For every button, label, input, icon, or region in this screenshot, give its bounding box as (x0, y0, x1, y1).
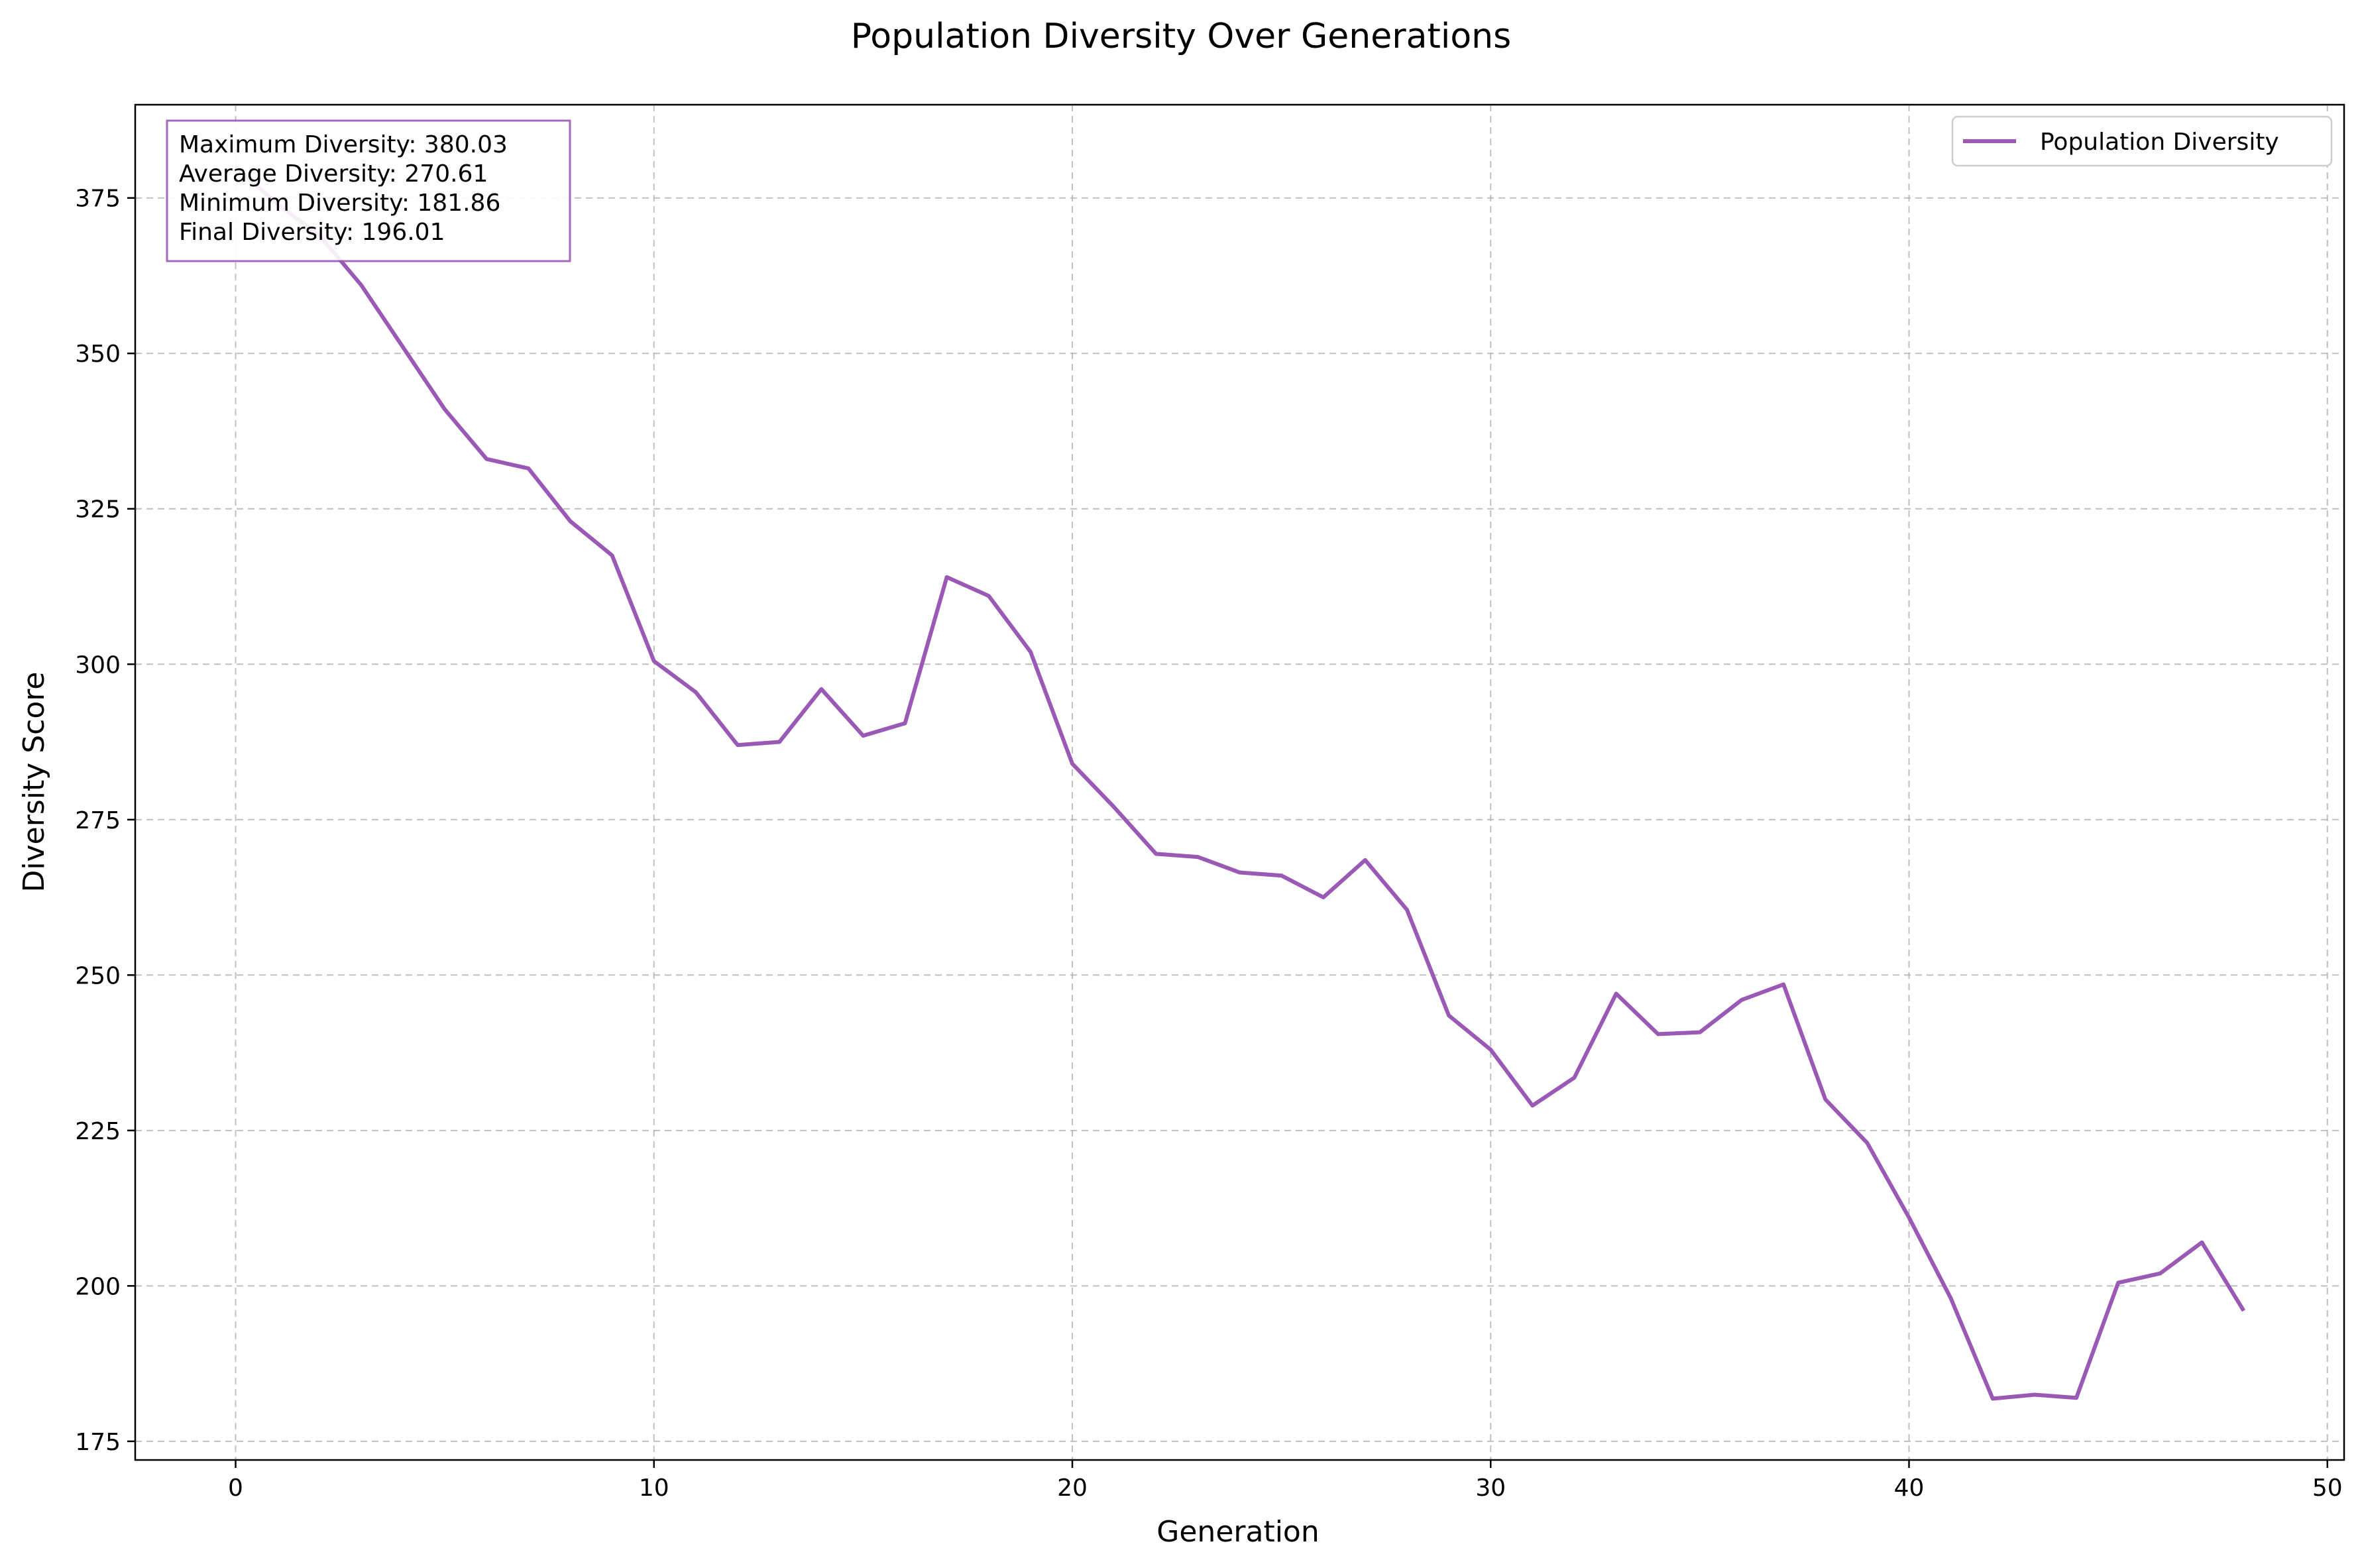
ticks: 0 10 20 30 40 50 175 200 225 250 275 300 325 350 375 (75, 186, 2342, 1502)
y-tick-label: 175 (75, 1429, 121, 1456)
legend-entry-population-diversity: Population Diversity (2040, 129, 2279, 156)
stats-box-frame (166, 119, 571, 262)
y-tick-label: 200 (75, 1273, 121, 1300)
y-tick-label: 250 (75, 962, 121, 989)
x-tick-label: 10 (639, 1475, 669, 1502)
y-tick-label: 350 (75, 341, 121, 368)
stat-max: Maximum Diversity: 380.03 (179, 131, 508, 158)
y-tick-label: 325 (75, 496, 121, 524)
y-tick-label: 225 (75, 1118, 121, 1145)
plot-frame (134, 103, 2345, 1461)
stats-box: Maximum Diversity: 380.03 Average Divers… (166, 119, 571, 262)
legend: Population Diversity (1951, 115, 2333, 167)
y-tick-label: 275 (75, 807, 121, 834)
x-tick-label: 30 (1475, 1475, 1506, 1502)
series-line-population-diversity (234, 165, 2246, 1401)
x-tick-label: 40 (1894, 1475, 1925, 1502)
x-axis-label: Generation (1156, 1515, 1319, 1549)
stat-min: Minimum Diversity: 181.86 (179, 190, 500, 217)
grid (135, 105, 2344, 1460)
chart-title: Population Diversity Over Generations (851, 17, 1511, 56)
y-tick-label: 375 (75, 186, 121, 213)
stat-final: Final Diversity: 196.01 (179, 219, 445, 246)
stat-average: Average Diversity: 270.61 (179, 160, 488, 188)
x-tick-label: 50 (2312, 1475, 2343, 1502)
series-layer (234, 165, 2246, 1401)
y-axis-label: Diversity Score (17, 672, 51, 893)
x-tick-label: 20 (1057, 1475, 1088, 1502)
y-tick-label: 300 (75, 651, 121, 679)
legend-frame (1951, 115, 2333, 167)
x-tick-label: 0 (228, 1475, 243, 1502)
